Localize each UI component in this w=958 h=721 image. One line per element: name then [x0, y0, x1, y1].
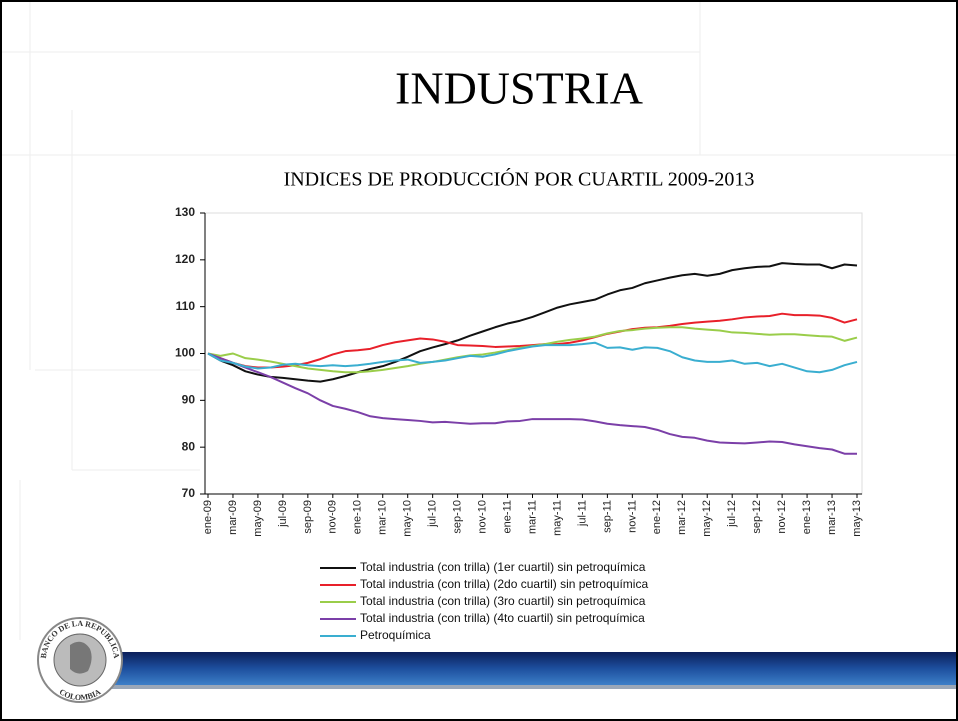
decoration	[0, 0, 958, 640]
x-tick-label: may-11	[551, 500, 563, 536]
legend-label: Total industria (con trilla) (1er cuarti…	[360, 560, 646, 574]
x-tick-label: jul-12	[726, 500, 738, 528]
legend-label: Total industria (con trilla) (4to cuarti…	[360, 611, 645, 625]
x-tick-label: ene-12	[651, 500, 663, 534]
y-tick-label: 120	[175, 252, 195, 266]
x-tick-label: may-09	[252, 500, 264, 537]
chart-title: INDICES DE PRODUCCIÓN POR CUARTIL 2009-2…	[284, 167, 755, 191]
x-tick-label: nov-11	[626, 500, 638, 533]
x-tick-label: nov-10	[476, 500, 488, 534]
footer-bar	[95, 652, 958, 685]
logo-bottom: COLOMBIA	[58, 687, 103, 702]
x-tick-label: mar-09	[227, 500, 239, 535]
logo: BANCO DE LA REPUBLICA COLOMBIA	[37, 617, 123, 703]
x-tick-label: may-12	[701, 500, 713, 537]
x-tick-label: mar-13	[826, 500, 838, 535]
logo-bottom-text: COLOMBIA	[58, 687, 103, 702]
x-tick-label: may-13	[851, 500, 863, 537]
series-line	[207, 341, 858, 374]
x-tick-label: ene-11	[501, 500, 513, 533]
x-tick-label: jul-11	[576, 500, 588, 527]
x-tick-label: sep-09	[302, 500, 314, 534]
series-line	[207, 352, 857, 455]
legend-label: Petroquímica	[360, 628, 431, 642]
x-tick-label: jul-09	[277, 500, 289, 528]
x-tick-label: mar-10	[377, 500, 389, 535]
footer-shadow	[95, 685, 958, 689]
x-tick-label: mar-12	[676, 500, 688, 535]
x-tick-label: nov-12	[776, 500, 788, 534]
y-tick-label: 70	[182, 486, 196, 500]
x-tick-label: sep-12	[751, 500, 763, 534]
legend-label: Total industria (con trilla) (2do cuarti…	[360, 577, 648, 591]
x-tick-label: may-10	[402, 500, 414, 537]
series-line	[207, 262, 858, 383]
y-tick-label: 110	[176, 299, 196, 313]
x-tick-label: mar-11	[526, 500, 538, 534]
x-tick-label: ene-13	[801, 500, 813, 534]
legend-label: Total industria (con trilla) (3ro cuarti…	[360, 594, 646, 608]
y-tick-label: 90	[182, 393, 196, 407]
y-tick-label: 130	[175, 205, 195, 219]
x-tick-label: ene-10	[352, 500, 364, 534]
y-tick-label: 100	[175, 346, 195, 360]
chart: 70 80 90 100 110 120 130 ene-09 mar-09 may-09 jul-…	[175, 205, 863, 642]
x-tick-label: sep-11	[601, 500, 613, 533]
x-tick-label: sep-10	[452, 500, 464, 534]
x-tick-label: jul-10	[427, 500, 439, 528]
y-tick-label: 80	[182, 439, 196, 453]
x-tick-label: nov-09	[327, 500, 339, 534]
slide-title: INDUSTRIA	[395, 63, 643, 114]
x-tick-label: ene-09	[202, 500, 214, 534]
